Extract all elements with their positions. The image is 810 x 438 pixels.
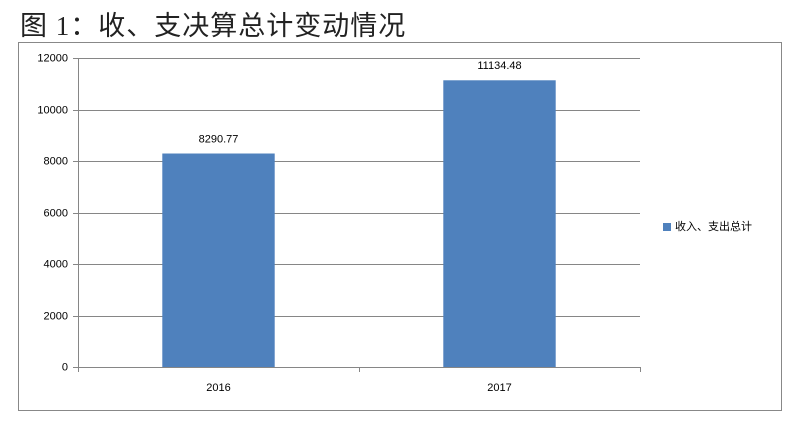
y-tick-label: 6000 [44, 207, 68, 219]
x-tick-label: 2016 [206, 382, 230, 394]
x-tick-label: 2017 [487, 382, 511, 394]
data-label: 11134.48 [477, 60, 521, 72]
bar [443, 80, 556, 367]
legend-label: 收入、支出总计 [675, 219, 752, 233]
data-label: 8290.77 [199, 133, 239, 145]
chart-frame [18, 42, 782, 411]
y-tick-label: 4000 [44, 258, 68, 270]
y-tick-label: 10000 [37, 104, 68, 116]
y-tick-label: 12000 [37, 52, 68, 64]
y-tick-label: 8000 [44, 155, 68, 167]
chart-title: 图 1：收、支决算总计变动情况 [20, 11, 407, 41]
y-tick-label: 0 [62, 361, 68, 373]
y-tick-label: 2000 [44, 310, 68, 322]
bar [162, 153, 275, 367]
legend-swatch [663, 223, 671, 231]
